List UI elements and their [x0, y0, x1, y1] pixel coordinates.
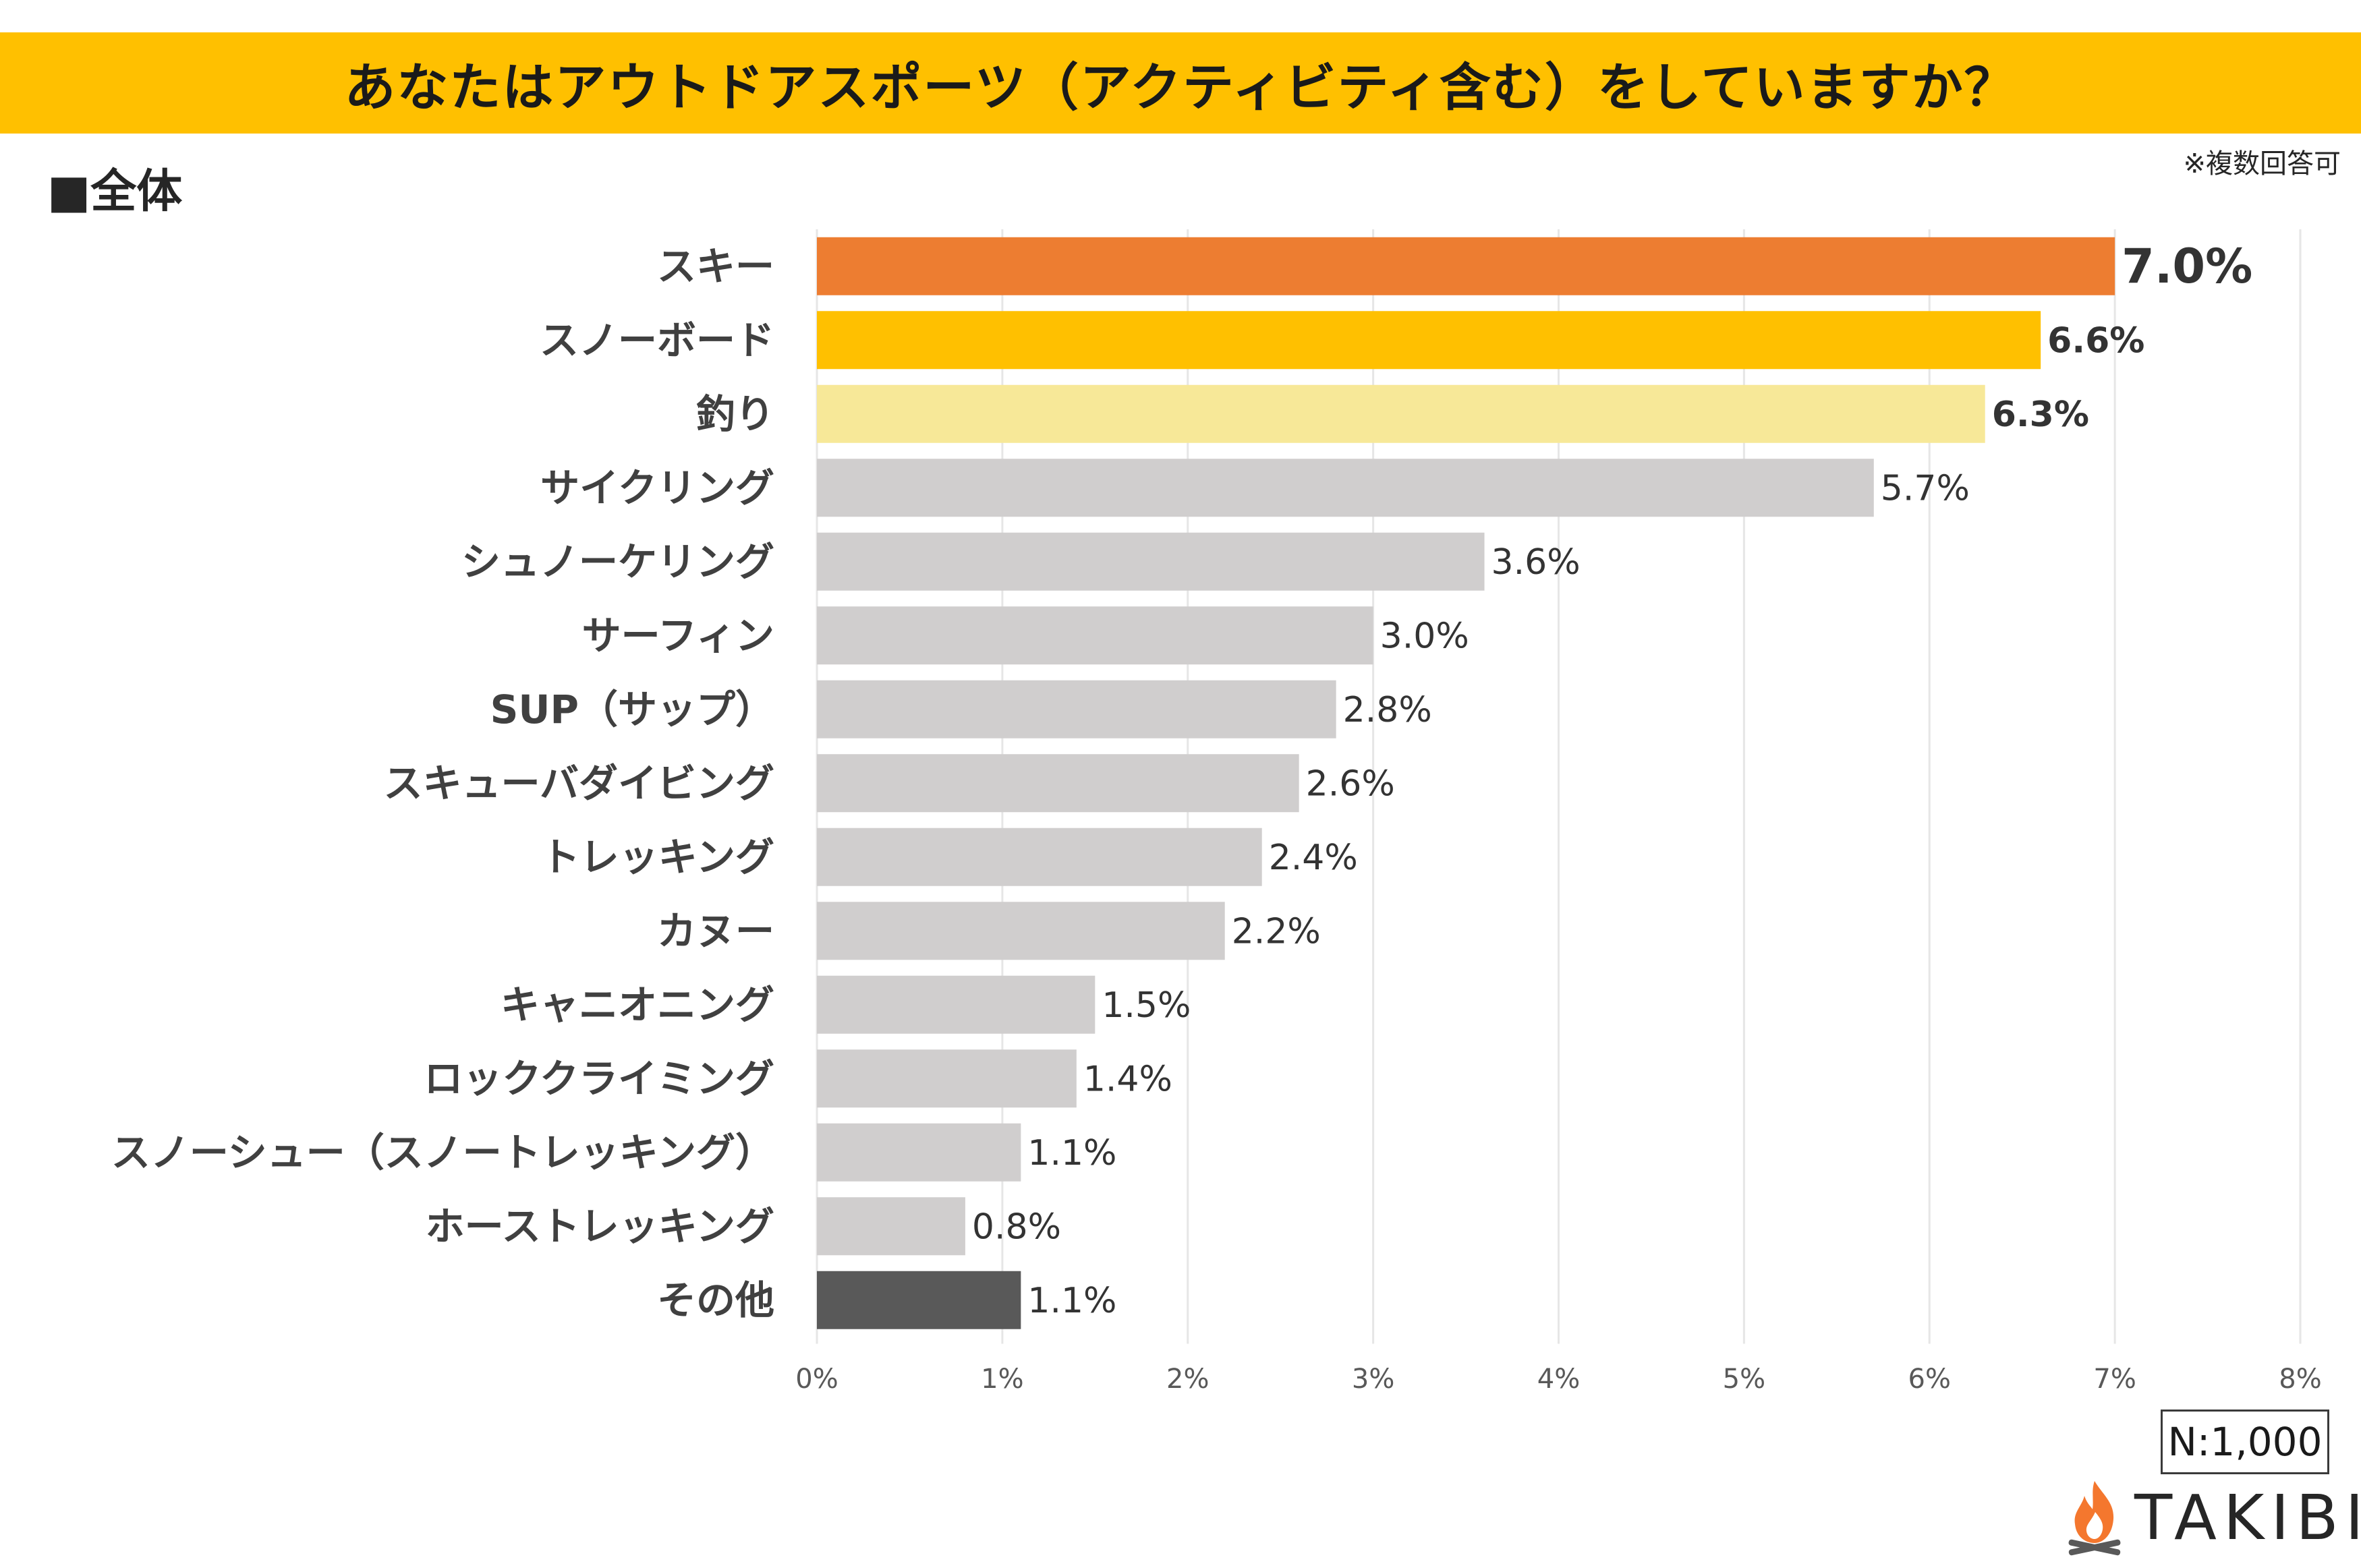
value-label: 6.6%: [2047, 320, 2144, 361]
x-tick-label: 3%: [1352, 1364, 1394, 1395]
bars: [817, 237, 2115, 1329]
bar-8: [817, 827, 1262, 886]
x-tick-label: 8%: [2279, 1364, 2321, 1395]
bar-3: [817, 459, 1874, 517]
x-tick-label: 2%: [1166, 1364, 1209, 1395]
category-label: スキー: [657, 243, 774, 289]
category-label: カヌー: [657, 908, 774, 954]
value-label: 2.4%: [1269, 838, 1358, 878]
category-label: SUP（サップ）: [490, 687, 774, 732]
bar-6: [817, 680, 1336, 738]
bar-0: [817, 237, 2115, 295]
bar-9: [817, 902, 1225, 960]
category-label: キャニオニング: [501, 982, 774, 1028]
category-label: サイクリング: [540, 465, 774, 511]
value-label: 1.5%: [1102, 985, 1191, 1026]
bar-1: [817, 311, 2041, 370]
bar-4: [817, 532, 1485, 591]
category-label: ロッククライミング: [424, 1055, 774, 1101]
category-label: 釣り: [696, 391, 774, 437]
category-label: サーフィン: [582, 612, 774, 658]
x-tick-label: 4%: [1537, 1364, 1580, 1395]
campfire-icon: [2068, 1481, 2121, 1556]
sample-size-box: N:1,000: [2161, 1410, 2329, 1474]
value-label: 3.6%: [1491, 542, 1581, 583]
chart-title: あなたはアウトドアスポーツ（アクティビティ含む）をしていますか？: [344, 57, 2017, 117]
category-label: スキューバダイビング: [384, 760, 774, 806]
section-label: ■全体: [47, 165, 183, 219]
brand-logo: TAKIBI: [2064, 1477, 2361, 1558]
bar-14: [817, 1271, 1021, 1329]
bar-11: [817, 1049, 1077, 1108]
bar-2: [817, 384, 1985, 443]
value-labels: 7.0% 6.6% 6.3% 5.7% 3.6% 3.0% 2.8% 2.6% 2.4% 2.2%…: [972, 239, 2252, 1321]
value-label: 2.8%: [1343, 690, 1432, 730]
category-label: シュノーケリング: [461, 539, 774, 585]
value-label: 5.7%: [1881, 468, 1970, 509]
value-label: 2.6%: [1306, 763, 1395, 804]
value-label: 0.8%: [972, 1207, 1061, 1247]
x-axis-ticks: 0% 1% 2% 3% 4% 5% 6% 7% 8%: [795, 1364, 2321, 1395]
value-label: 6.3%: [1992, 395, 2089, 435]
bar-5: [817, 606, 1373, 665]
bar-13: [817, 1197, 965, 1256]
value-label: 3.0%: [1380, 616, 1469, 656]
x-tick-label: 6%: [1908, 1364, 1951, 1395]
x-tick-label: 0%: [795, 1364, 838, 1395]
bar-7: [817, 754, 1299, 813]
title-bar: あなたはアウトドアスポーツ（アクティビティ含む）をしていますか？: [0, 32, 2361, 134]
x-tick-label: 5%: [1723, 1364, 1765, 1395]
category-label: スノーシュー（スノートレッキング）: [111, 1130, 774, 1175]
category-label: トレッキング: [541, 834, 774, 880]
category-label: その他: [657, 1277, 774, 1323]
category-label: スノーボード: [540, 317, 774, 363]
value-label: 1.1%: [1027, 1281, 1116, 1321]
bar-10: [817, 975, 1096, 1034]
brand-name: TAKIBI: [2134, 1481, 2361, 1554]
value-label: 1.1%: [1027, 1133, 1116, 1173]
bar-12: [817, 1123, 1021, 1182]
multiple-answer-note: ※複数回答可: [2183, 148, 2341, 179]
category-label: ホーストレッキング: [426, 1203, 774, 1249]
x-tick-label: 1%: [981, 1364, 1023, 1395]
value-label: 2.2%: [1232, 911, 1321, 952]
value-label: 7.0%: [2122, 239, 2252, 294]
value-label: 1.4%: [1083, 1059, 1172, 1099]
x-tick-label: 7%: [2093, 1364, 2136, 1395]
